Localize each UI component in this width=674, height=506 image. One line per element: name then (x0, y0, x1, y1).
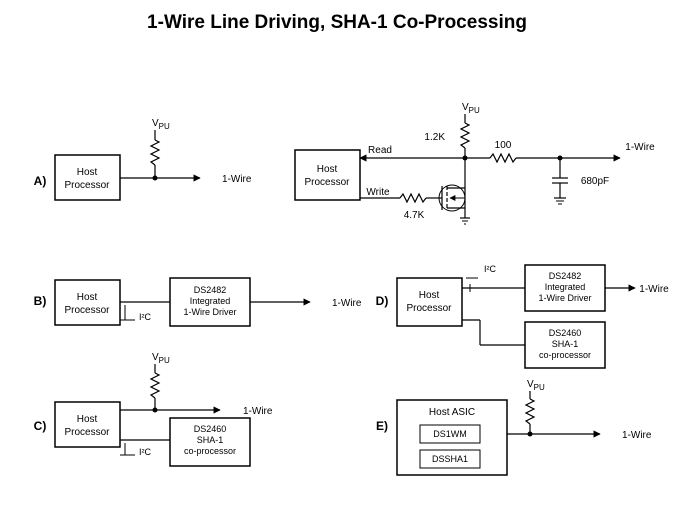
svg-text:VPU: VPU (527, 379, 545, 392)
svg-text:100: 100 (495, 140, 512, 151)
page-title: 1-Wire Line Driving, SHA-1 Co-Processing (147, 12, 527, 33)
svg-text:Processor: Processor (64, 427, 110, 438)
svg-text:1-Wire: 1-Wire (243, 406, 273, 417)
svg-text:Host: Host (77, 292, 98, 303)
svg-text:Integrated: Integrated (545, 282, 586, 292)
svg-text:1-Wire: 1-Wire (625, 142, 655, 153)
svg-text:I²C: I²C (139, 447, 151, 457)
svg-text:DS2460: DS2460 (194, 424, 227, 434)
svg-text:1-Wire Driver: 1-Wire Driver (539, 293, 592, 303)
svg-text:680pF: 680pF (581, 176, 609, 187)
svg-text:Processor: Processor (64, 305, 110, 316)
svg-text:VPU: VPU (152, 352, 170, 365)
label-d: D) (376, 294, 389, 308)
svg-text:Integrated: Integrated (190, 296, 231, 306)
label-b: B) (34, 294, 47, 308)
host-box-2 (295, 150, 360, 200)
svg-text:I²C: I²C (139, 312, 151, 322)
svg-text:Host: Host (77, 167, 98, 178)
svg-text:co-processor: co-processor (184, 446, 236, 456)
circuit-c: C) Host Processor VPU 1-Wire I²C DS2460 … (34, 352, 273, 466)
svg-text:Processor: Processor (64, 180, 110, 191)
svg-text:Write: Write (366, 187, 390, 198)
svg-text:Read: Read (368, 145, 392, 156)
svg-text:DS2482: DS2482 (549, 271, 582, 281)
svg-text:1-Wire: 1-Wire (622, 430, 652, 441)
svg-text:1.2K: 1.2K (424, 132, 445, 143)
svg-text:DS2482: DS2482 (194, 285, 227, 295)
svg-text:Host: Host (317, 164, 338, 175)
svg-text:SHA-1: SHA-1 (552, 339, 579, 349)
svg-text:DS2460: DS2460 (549, 328, 582, 338)
diagram: 1-Wire Line Driving, SHA-1 Co-Processing… (0, 0, 674, 506)
svg-text:I²C: I²C (484, 264, 496, 274)
label-c: C) (34, 419, 47, 433)
circuit-d: D) Host Processor I²C DS2482 Integrated … (376, 264, 669, 368)
circuit-a: A) Host Processor VPU 1-Wire (34, 118, 252, 200)
label-a: A) (34, 174, 47, 188)
mosfet (439, 158, 470, 224)
circuit-a-detail: Host Processor Read Write 4.7K 1.2K VPU … (295, 102, 655, 224)
svg-text:1-Wire: 1-Wire (332, 298, 362, 309)
svg-text:VPU: VPU (462, 102, 480, 115)
svg-text:SHA-1: SHA-1 (197, 435, 224, 445)
circuit-e: E) Host ASIC DS1WM DSSHA1 VPU 1-Wire (376, 379, 652, 475)
svg-text:1-Wire: 1-Wire (639, 284, 669, 295)
svg-text:1-Wire: 1-Wire (222, 174, 252, 185)
svg-text:Host ASIC: Host ASIC (429, 407, 475, 418)
svg-text:Host: Host (77, 414, 98, 425)
svg-text:DSSHA1: DSSHA1 (432, 454, 468, 464)
svg-text:1-Wire Driver: 1-Wire Driver (184, 307, 237, 317)
svg-text:4.7K: 4.7K (404, 210, 425, 221)
svg-text:VPU: VPU (152, 118, 170, 131)
svg-text:Host: Host (419, 290, 440, 301)
circuit-b: B) Host Processor I²C DS2482 Integrated … (34, 278, 362, 326)
svg-text:Processor: Processor (304, 177, 350, 188)
svg-text:Processor: Processor (406, 303, 452, 314)
label-e: E) (376, 419, 388, 433)
svg-text:DS1WM: DS1WM (433, 429, 467, 439)
svg-text:co-processor: co-processor (539, 350, 591, 360)
